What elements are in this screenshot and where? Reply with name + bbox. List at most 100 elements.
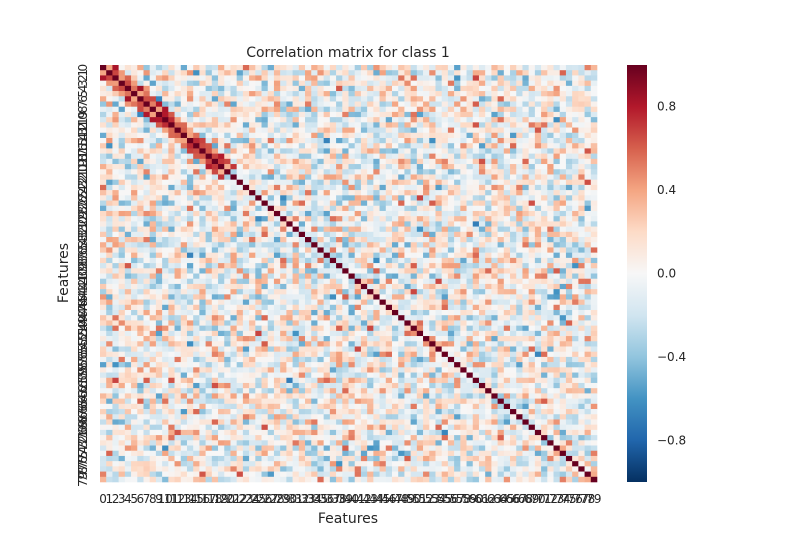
heatmap-cell [267,91,275,97]
heatmap-cell [516,263,523,269]
heatmap-cell [497,325,505,332]
heatmap-cell [199,299,206,306]
heatmap-cell [236,200,244,207]
heatmap-cell [472,85,480,92]
heatmap-cell [485,122,492,128]
heatmap-cell [410,200,418,207]
heatmap-cell [118,278,126,285]
heatmap-cell [174,268,182,274]
heatmap-cell [168,132,175,139]
heatmap-cell [224,195,231,201]
heatmap-cell [118,195,126,201]
heatmap-cell [174,382,182,389]
heatmap-cell [199,315,206,321]
heatmap-cell [180,283,188,290]
heatmap-cell [354,330,362,337]
heatmap-cell [354,336,362,342]
heatmap-cell [249,137,256,144]
heatmap-cell [553,101,561,107]
heatmap-cell [205,252,213,259]
heatmap-cell [186,356,194,363]
heatmap-cell [367,221,374,227]
heatmap-cell [242,346,250,352]
heatmap-cell [516,85,523,92]
heatmap-cell [379,247,387,253]
heatmap-cell [193,231,200,238]
heatmap-cell [516,96,523,102]
heatmap-cell [590,216,598,222]
heatmap-cell [311,148,318,154]
heatmap-cell [466,184,474,191]
heatmap-cell [242,70,250,76]
heatmap-cell [311,231,318,238]
heatmap-cell [236,268,244,274]
heatmap-cell [398,195,405,201]
heatmap-cell [510,341,517,347]
heatmap-cell [131,127,138,134]
heatmap-cell [286,143,293,149]
heatmap-cell [186,372,194,379]
heatmap-cell [379,132,387,139]
heatmap-cell [311,325,318,332]
heatmap-cell [478,122,486,128]
heatmap-cell [255,190,262,196]
heatmap-cell [149,268,157,274]
heatmap-cell [429,205,436,212]
heatmap-cell [447,257,455,264]
heatmap-cell [112,299,119,306]
heatmap-cell [174,304,182,311]
heatmap-cell [336,111,343,118]
heatmap-cell [497,304,505,311]
heatmap-cell [367,362,374,368]
heatmap-cell [224,190,231,196]
heatmap-cell [460,372,467,379]
heatmap-cell [193,117,200,123]
heatmap-cell [336,346,343,352]
heatmap-cell [398,122,405,128]
heatmap-cell [249,75,256,81]
heatmap-cell [118,179,126,186]
heatmap-cell [516,341,523,347]
heatmap-cell [541,367,548,373]
heatmap-cell [553,346,561,352]
heatmap-cell [155,174,163,180]
heatmap-cell [118,309,126,316]
heatmap-cell [485,195,492,201]
heatmap-cell [404,117,411,123]
heatmap-cell [286,80,293,87]
heatmap-cell [317,221,324,227]
heatmap-cell [162,221,169,227]
heatmap-cell [242,179,250,186]
heatmap-cell [112,226,119,233]
heatmap-cell [106,309,113,316]
heatmap-cell [224,231,231,238]
heatmap-cell [305,190,312,196]
heatmap-cell [528,75,536,81]
heatmap-cell [311,127,318,134]
heatmap-cell [292,75,300,81]
heatmap-cell [354,106,362,113]
heatmap-cell [242,382,250,389]
heatmap-cell [472,184,480,191]
heatmap-cell [224,299,231,306]
heatmap-cell [211,137,219,144]
heatmap-cell [118,247,126,253]
heatmap-cell [485,356,492,363]
heatmap-cell [348,252,356,259]
heatmap-cell [100,221,107,227]
heatmap-cell [205,75,213,81]
heatmap-cell [373,85,380,92]
heatmap-cell [317,237,324,243]
heatmap-cell [329,346,337,352]
heatmap-cell [180,346,188,352]
heatmap-cell [106,372,113,379]
heatmap-cell [435,367,442,373]
heatmap-cell [106,237,113,243]
heatmap-cell [236,377,244,384]
heatmap-cell [137,330,144,337]
heatmap-cell [242,117,250,123]
heatmap-cell [398,65,405,71]
heatmap-cell [211,382,219,389]
heatmap-cell [342,278,349,285]
heatmap-cell [342,148,349,154]
